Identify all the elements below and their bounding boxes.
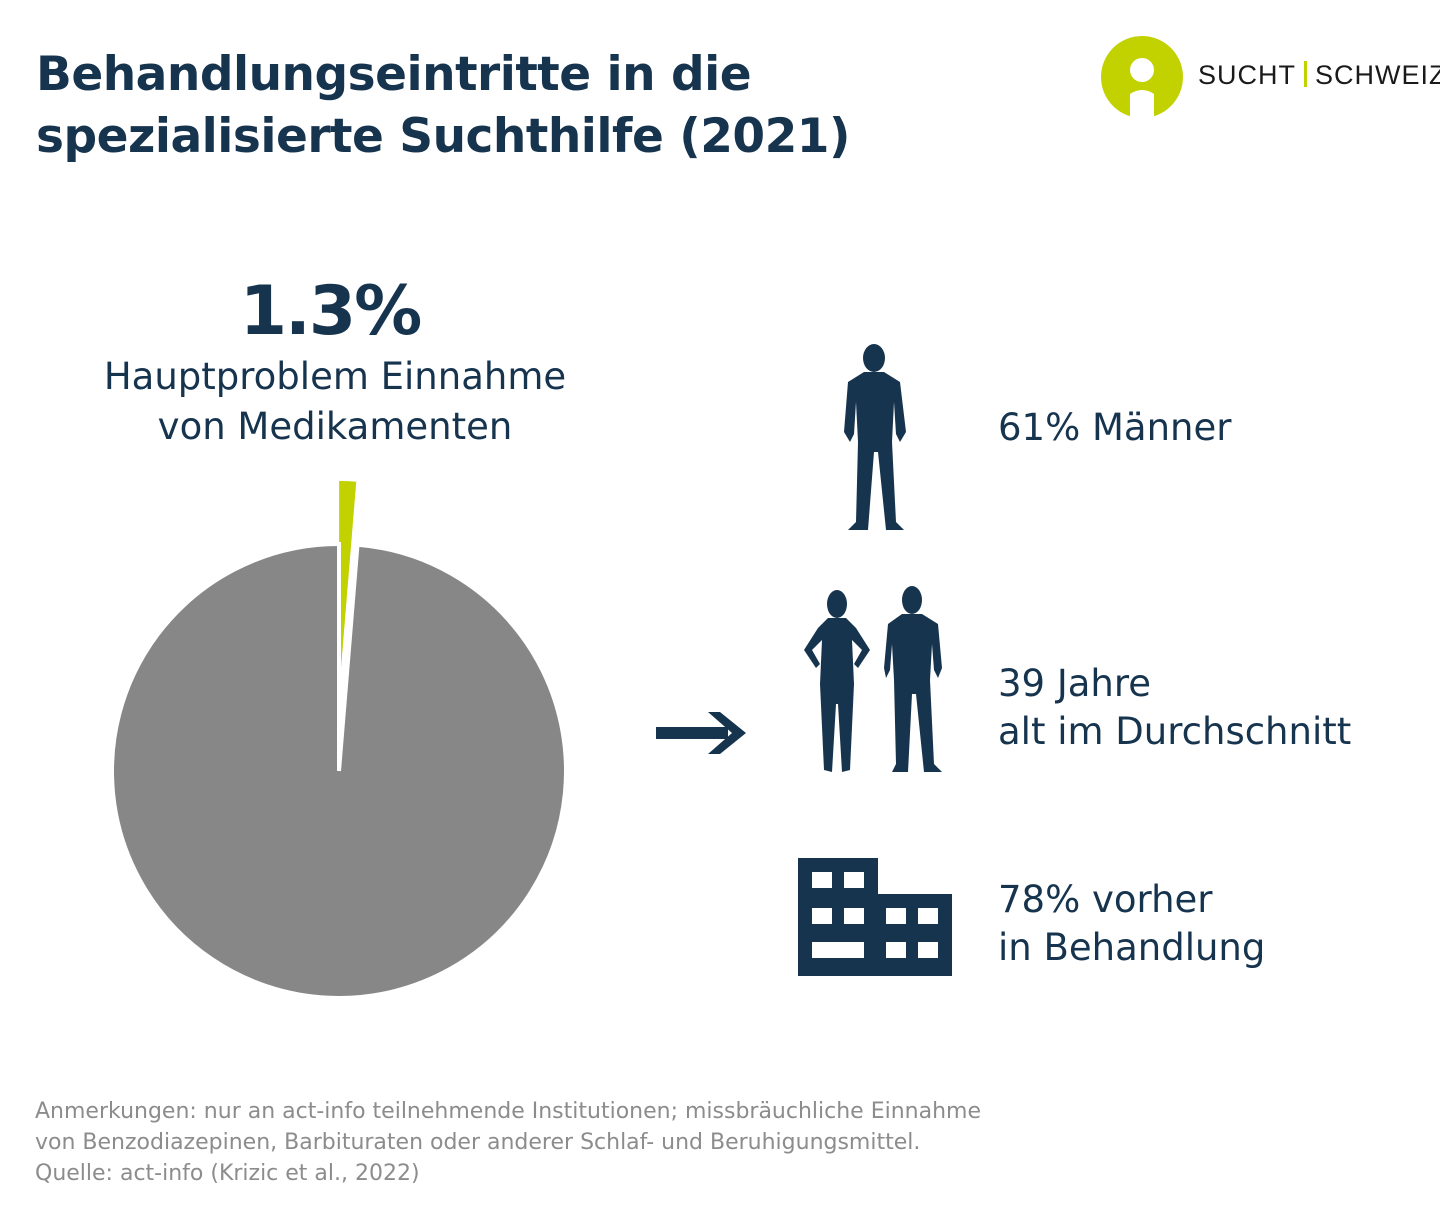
logo-divider — [1304, 61, 1307, 87]
woman-and-man-icon — [804, 586, 942, 772]
notes-line-1: Anmerkungen: nur an act-info teilnehmend… — [35, 1099, 981, 1124]
title-line-1: Behandlungseintritte in die — [36, 47, 752, 102]
arrow-right-icon — [656, 712, 746, 754]
stat-prior-line-1: 78% vorher — [998, 878, 1213, 921]
man-icon — [844, 344, 906, 530]
sucht-schweiz-logo: SUCHT SCHWEIZ — [1100, 36, 1440, 118]
highlight-label-line-1: Hauptproblem Einnahme — [103, 355, 567, 398]
highlight-value: 1.3% — [239, 272, 423, 351]
pie-chart — [110, 481, 568, 1000]
stat-age-line-1: 39 Jahre — [998, 662, 1152, 705]
notes-line-2: von Benzodiazepinen, Barbituraten oder a… — [35, 1130, 921, 1155]
stat-prior-line-2: in Behandlung — [998, 926, 1266, 969]
stat-men: 61% Männer — [998, 404, 1231, 452]
source-line: Quelle: act-info (Krizic et al., 2022) — [35, 1161, 420, 1186]
footnotes: Anmerkungen: nur an act-info teilnehmend… — [35, 1096, 981, 1189]
stat-men-text: 61% Männer — [998, 406, 1232, 449]
logo-mark-icon — [1101, 36, 1183, 118]
highlight-label: Hauptproblem Einnahme von Medikamenten — [0, 352, 670, 452]
stat-prior-treatment: 78% vorher in Behandlung — [998, 876, 1265, 972]
page-title: Behandlungseintritte in die spezialisier… — [36, 44, 850, 168]
pie-slice-medication — [339, 481, 357, 691]
pie-slice-other — [110, 541, 568, 1000]
logo-text-left: SUCHT — [1198, 60, 1296, 90]
building-icon — [798, 858, 952, 976]
stat-age-line-2: alt im Durchschnitt — [998, 710, 1352, 753]
highlight-label-line-2: von Medikamenten — [157, 405, 513, 448]
title-line-2: spezialisierte Suchthilfe (2021) — [36, 109, 850, 164]
logo-text-right: SCHWEIZ — [1315, 60, 1440, 90]
stat-age: 39 Jahre alt im Durchschnitt — [998, 660, 1351, 756]
